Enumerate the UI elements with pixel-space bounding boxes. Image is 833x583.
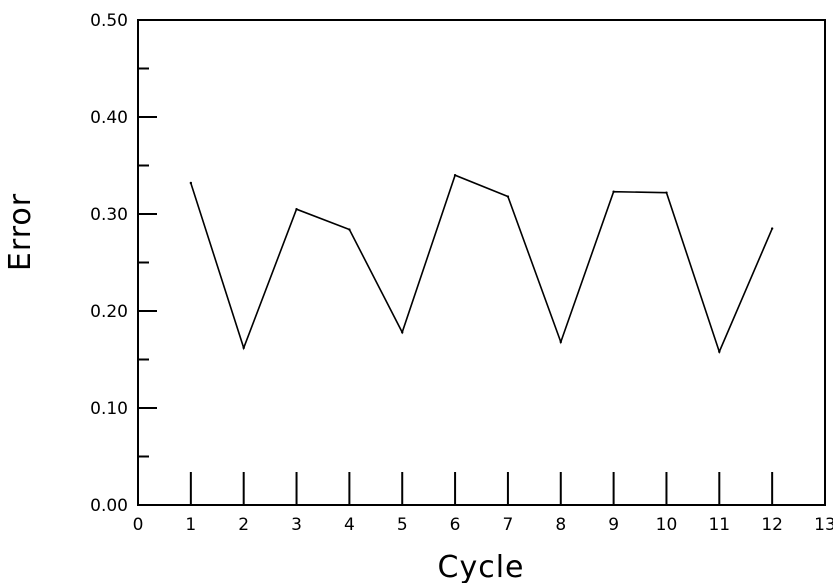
series-group [189, 174, 774, 354]
data-point [348, 228, 351, 231]
y-tick-label: 0.10 [90, 399, 128, 419]
plot-frame [137, 19, 826, 506]
x-tick-label: 5 [397, 515, 408, 535]
data-point [718, 350, 721, 353]
x-tick-label: 0 [133, 515, 144, 535]
x-tick-label: 1 [185, 515, 196, 535]
x-tick-label: 7 [503, 515, 514, 535]
x-tick-label: 10 [656, 515, 678, 535]
data-point [559, 340, 562, 344]
y-tick-label: 0.00 [90, 496, 128, 516]
y-axis-tick-labels: 0.00 0.10 0.20 0.30 0.40 0.50 [90, 11, 128, 516]
x-tick-label: 13 [814, 515, 833, 535]
y-tick-label: 0.40 [90, 108, 128, 128]
x-tick-label: 4 [344, 515, 355, 535]
data-point [770, 227, 774, 230]
y-tick-label: 0.30 [90, 205, 128, 225]
x-tick-label: 3 [291, 515, 302, 535]
x-tick-label: 2 [238, 515, 249, 535]
x-axis-tick-labels: 0 1 2 3 4 5 6 7 8 9 10 11 12 13 [133, 515, 833, 535]
data-point [453, 174, 457, 177]
data-point [242, 346, 245, 350]
data-point [612, 190, 615, 193]
x-axis-ticks [189, 472, 774, 505]
data-point [665, 191, 668, 194]
x-tick-label: 8 [555, 515, 566, 535]
x-tick-label: 9 [608, 515, 619, 535]
data-point [506, 195, 510, 198]
data-point [295, 207, 298, 211]
y-tick-label: 0.20 [90, 302, 128, 322]
y-tick-label: 0.50 [90, 11, 128, 31]
y-axis-title: Error [3, 193, 38, 271]
x-tick-label: 6 [450, 515, 461, 535]
data-point [189, 181, 193, 185]
y-axis-ticks [138, 19, 157, 506]
x-tick-label: 11 [708, 515, 730, 535]
x-tick-label: 12 [761, 515, 783, 535]
data-point [401, 331, 404, 334]
x-axis-title: Cycle [438, 550, 525, 583]
series-line [190, 174, 773, 354]
